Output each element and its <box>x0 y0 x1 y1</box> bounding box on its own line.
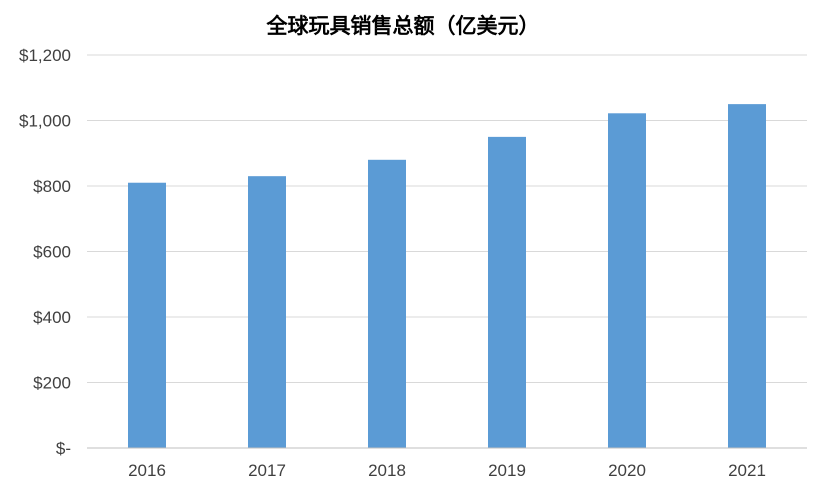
y-tick-label: $600 <box>33 243 71 262</box>
y-tick-label: $400 <box>33 308 71 327</box>
x-tick-label: 2018 <box>368 461 406 480</box>
y-tick-label: $800 <box>33 177 71 196</box>
gridlines <box>87 54 807 383</box>
y-tick-label: $- <box>56 439 71 458</box>
bars <box>128 104 766 449</box>
x-tick-label: 2016 <box>128 461 166 480</box>
x-axis-ticks: 2016 2017 2018 2019 2020 2021 <box>128 461 766 480</box>
x-tick-label: 2020 <box>608 461 646 480</box>
x-tick-label: 2021 <box>728 461 766 480</box>
bar-2019 <box>488 136 526 448</box>
x-tick-label: 2019 <box>488 461 526 480</box>
bar-2020 <box>608 113 646 449</box>
chart-title: 全球玩具销售总额（亿美元） <box>266 14 540 38</box>
bar-2016 <box>128 182 166 448</box>
bar-2021 <box>728 104 766 448</box>
y-axis-ticks: $- $200 $400 $600 $800 $1,000 $1,200 <box>19 46 71 458</box>
bar-2018 <box>368 159 406 449</box>
y-tick-label: $1,200 <box>19 46 71 65</box>
x-tick-label: 2017 <box>248 461 286 480</box>
y-tick-label: $1,000 <box>19 112 71 131</box>
bar-2017 <box>248 176 286 449</box>
y-tick-label: $200 <box>33 374 71 393</box>
